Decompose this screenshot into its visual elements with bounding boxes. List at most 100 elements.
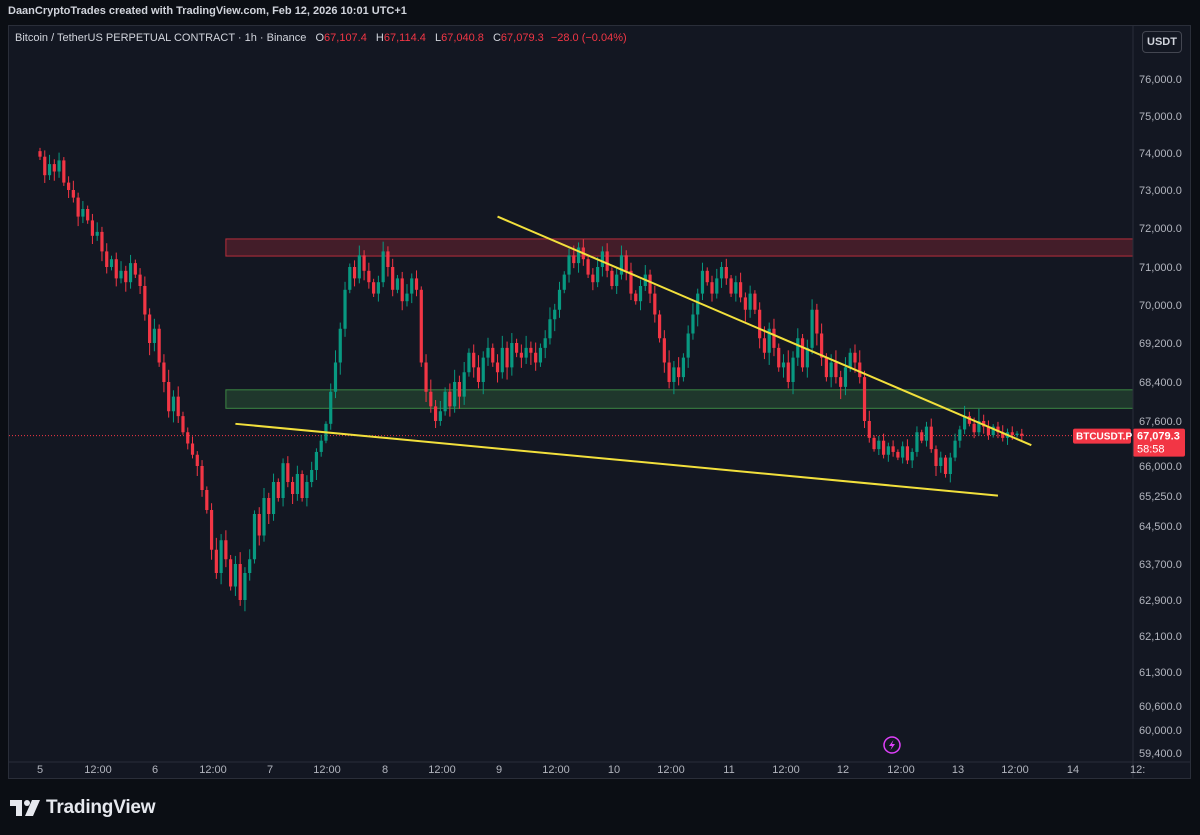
candle-body [109, 259, 114, 267]
candle-body [586, 259, 590, 275]
price-tick-label: 72,000.0 [1139, 223, 1182, 235]
candle-body [386, 251, 390, 267]
candle-body [748, 293, 752, 310]
candle-body [696, 293, 700, 315]
price-axis-background [1133, 26, 1190, 778]
candle-body [886, 446, 890, 455]
candle-body [467, 352, 471, 373]
time-tick-label: 7 [267, 764, 273, 776]
candle-body [319, 440, 323, 452]
candle-body [329, 391, 333, 424]
symbol-legend: Bitcoin / TetherUS PERPETUAL CONTRACT · … [15, 32, 627, 44]
candle-body [262, 498, 266, 536]
candle-body [152, 328, 156, 343]
candle-body [114, 259, 118, 279]
chart-panel[interactable]: Bitcoin / TetherUS PERPETUAL CONTRACT · … [8, 25, 1191, 779]
candle-body [352, 267, 357, 279]
candle-body [66, 182, 71, 190]
time-tick-label: 9 [496, 764, 502, 776]
candle-body [124, 270, 128, 283]
candle-body [862, 377, 867, 421]
candle-body [605, 251, 609, 271]
candle-body [824, 357, 828, 378]
candle-body [119, 270, 123, 279]
candle-body [372, 282, 376, 294]
candle-body [348, 267, 352, 290]
candle-body [190, 443, 195, 455]
candle-body [391, 267, 395, 290]
price-tick-label: 61,300.0 [1139, 667, 1182, 679]
time-tick-label: 10 [608, 764, 620, 776]
candle-body [963, 416, 967, 430]
candle-body [986, 426, 991, 436]
candle-body [891, 446, 895, 452]
resistance-zone [225, 238, 1190, 257]
candle-body [996, 426, 1000, 433]
candle-body [762, 338, 767, 353]
candle-body [515, 343, 519, 353]
candle-body [905, 446, 910, 461]
candle-body [429, 391, 433, 407]
high-value: 67,114.4 [383, 32, 426, 44]
candle-body [615, 274, 619, 286]
candle-body [252, 514, 257, 560]
time-tick-label: 12:00 [887, 764, 915, 776]
candle-body [529, 347, 533, 353]
candle-body [691, 314, 695, 334]
candle-body [186, 432, 190, 444]
time-tick-label: 12:00 [313, 764, 341, 776]
symbol-title[interactable]: Bitcoin / TetherUS PERPETUAL CONTRACT · … [15, 32, 307, 44]
candle-body [743, 297, 747, 310]
candle-body [424, 362, 428, 392]
candle-body [453, 382, 457, 407]
time-tick-label: 11 [723, 764, 734, 776]
close-value: 67,079.3 [500, 32, 544, 44]
candle-body [224, 540, 228, 560]
price-tick-label: 76,000.0 [1139, 74, 1182, 86]
candle-body [500, 347, 504, 373]
candle-body [167, 382, 171, 412]
low-value: 67,040.8 [441, 32, 484, 44]
candle-body [86, 209, 90, 221]
price-tick-label: 68,400.0 [1139, 377, 1182, 389]
currency-button[interactable]: USDT [1142, 31, 1182, 53]
candle-body [448, 391, 452, 407]
candle-body [305, 482, 309, 498]
candle-body [805, 347, 809, 368]
candle-body [271, 482, 276, 514]
candle-body [667, 362, 671, 382]
candle-body [800, 338, 805, 368]
price-tick-label: 64,500.0 [1139, 521, 1182, 533]
candle-body [57, 160, 61, 172]
candle-body [343, 289, 347, 329]
candlestick-chart[interactable]: 76,000.0 75,000.0 74,000.0 73,000.0 72,000.0… [9, 26, 1191, 779]
candle-body [867, 421, 871, 438]
candle-body [52, 164, 56, 172]
candle-body [100, 231, 104, 252]
candle-body [877, 440, 881, 450]
candle-body [128, 263, 133, 283]
candle-body [1020, 433, 1024, 436]
candle-body [405, 293, 409, 302]
candle-body [519, 352, 523, 358]
candle-body [781, 362, 786, 368]
time-tick-label: 6 [152, 764, 158, 776]
candle-body [286, 463, 290, 482]
candle-body [796, 338, 800, 358]
candle-body [638, 286, 643, 302]
candle-body [257, 514, 261, 536]
candle-body [943, 457, 948, 474]
low-key: L [434, 32, 442, 44]
symbol-tag-label: BTCUSDT.P [1076, 432, 1132, 443]
candle-body [300, 474, 304, 498]
candle-body [400, 278, 404, 302]
price-tag-countdown: 58:58 [1137, 444, 1165, 456]
candle-body [653, 293, 657, 315]
support-zone [225, 389, 1190, 409]
price-tick-label: 65,250.0 [1139, 491, 1182, 503]
candle-body [920, 432, 924, 441]
lower-trendline [235, 422, 999, 497]
candle-body [915, 432, 919, 452]
candle-body [476, 367, 481, 382]
open-key: O [315, 32, 325, 44]
